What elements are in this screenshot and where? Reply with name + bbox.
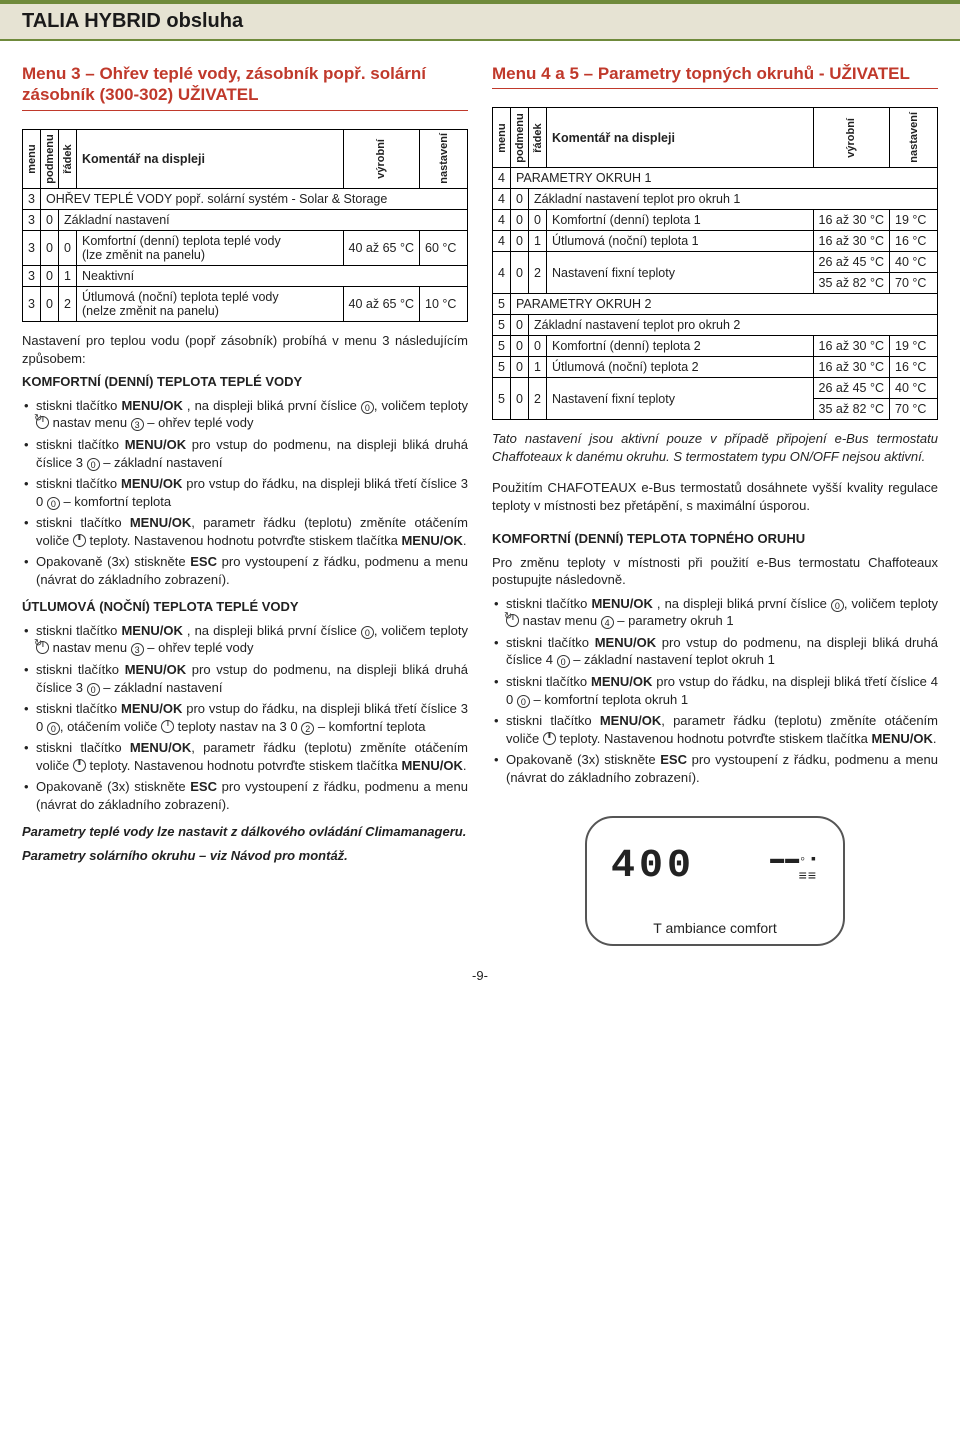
- table-row: 3 0 Základní nastavení: [23, 210, 468, 231]
- footer-note: Parametry solárního okruhu – viz Návod p…: [22, 847, 468, 865]
- col-vyrobni: výrobní: [343, 129, 419, 189]
- list-item: Opakovaně (3x) stiskněte ESC pro vystoup…: [22, 778, 468, 813]
- right-section-title: Menu 4 a 5 – Parametry topných okruhů - …: [492, 63, 938, 89]
- left-column: Menu 3 – Ohřev teplé vody, zásobník popř…: [22, 53, 468, 946]
- page-body: Menu 3 – Ohřev teplé vody, zásobník popř…: [0, 53, 960, 946]
- col-menu: menu: [23, 129, 41, 189]
- table-row: 4 0 Základní nastavení teplot pro okruh …: [493, 189, 938, 210]
- boiler-display-illustration: 400 ▬▬◦ ▪ ≡≡ T ambiance comfort: [585, 816, 845, 946]
- italic-note: Tato nastavení jsou aktivní pouze v příp…: [492, 431, 938, 464]
- col-podmenu: podmenu: [41, 129, 59, 189]
- list-item: stiskni tlačítko MENU/OK, parametr řádku…: [22, 514, 468, 549]
- display-label: T ambiance comfort: [587, 920, 843, 936]
- para: Pro změnu teploty v místnosti při použit…: [492, 554, 938, 589]
- list-item: stiskni tlačítko MENU/OK , na displeji b…: [492, 595, 938, 630]
- list-item: stiskni tlačítko MENU/OK pro vstup do řá…: [492, 673, 938, 708]
- list-item: Opakovaně (3x) stiskněte ESC pro vystoup…: [22, 553, 468, 588]
- col-comment: Komentář na displeji: [547, 108, 814, 168]
- table-row: 4 0 0 Komfortní (denní) teplota 1 16 až …: [493, 210, 938, 231]
- col-comment: Komentář na displeji: [77, 129, 344, 189]
- list-item: stiskni tlačítko MENU/OK, parametr řádku…: [492, 712, 938, 747]
- col-nastaveni: nastavení: [890, 108, 938, 168]
- list-item: stiskni tlačítko MENU/OK, parametr řádku…: [22, 739, 468, 774]
- subheading-komfortni-okruh: KOMFORTNÍ (DENNÍ) TEPLOTA TOPNÉHO ORUHU: [492, 530, 938, 548]
- col-podmenu: podmenu: [511, 108, 529, 168]
- list-item: stiskni tlačítko MENU/OK pro vstup do po…: [22, 436, 468, 471]
- col-radek: řádek: [529, 108, 547, 168]
- col-radek: řádek: [59, 129, 77, 189]
- para: Použitím CHAFOTEAUX e-Bus termostatů dos…: [492, 479, 938, 514]
- list-item: stiskni tlačítko MENU/OK , na displeji b…: [22, 397, 468, 432]
- table-row: 3 0 1 Neaktivní: [23, 266, 468, 287]
- col-vyrobni: výrobní: [813, 108, 889, 168]
- table-row: 5 0 Základní nastavení teplot pro okruh …: [493, 315, 938, 336]
- right-body-text: Tato nastavení jsou aktivní pouze v příp…: [492, 430, 938, 786]
- procedure-list: stiskni tlačítko MENU/OK , na displeji b…: [22, 622, 468, 813]
- procedure-list: stiskni tlačítko MENU/OK , na displeji b…: [492, 595, 938, 786]
- table-row: 4 0 2 Nastavení fixní teploty 26 až 45 °…: [493, 252, 938, 273]
- display-value: 400: [611, 844, 695, 889]
- col-menu: menu: [493, 108, 511, 168]
- para: Nastavení pro teplou vodu (popř zásobník…: [22, 332, 468, 367]
- display-icons: ▬▬◦ ▪ ≡≡: [770, 850, 817, 884]
- right-param-table: menu podmenu řádek Komentář na displeji …: [492, 107, 938, 420]
- subheading-utlumova: ÚTLUMOVÁ (NOČNÍ) TEPLOTA TEPLÉ VODY: [22, 598, 468, 616]
- table-row: 5 0 0 Komfortní (denní) teplota 2 16 až …: [493, 336, 938, 357]
- list-item: stiskni tlačítko MENU/OK pro vstup do řá…: [22, 475, 468, 510]
- footer-note: Parametry teplé vody lze nastavit z dálk…: [22, 823, 468, 841]
- table-row: 4 PARAMETRY OKRUH 1: [493, 168, 938, 189]
- subheading-komfortni: KOMFORTNÍ (DENNÍ) TEPLOTA TEPLÉ VODY: [22, 373, 468, 391]
- right-column: Menu 4 a 5 – Parametry topných okruhů - …: [492, 53, 938, 946]
- left-section-title: Menu 3 – Ohřev teplé vody, zásobník popř…: [22, 63, 468, 111]
- left-param-table: menu podmenu řádek Komentář na displeji …: [22, 129, 468, 323]
- table-row: 3 0 0 Komfortní (denní) teplota teplé vo…: [23, 231, 468, 266]
- left-body-text: Nastavení pro teplou vodu (popř zásobník…: [22, 332, 468, 864]
- page-header: TALIA HYBRID obsluha: [0, 0, 960, 41]
- page-number: -9-: [0, 968, 960, 983]
- table-row: 5 0 1 Útlumová (noční) teplota 2 16 až 3…: [493, 357, 938, 378]
- table-row: 5 0 2 Nastavení fixní teploty 26 až 45 °…: [493, 378, 938, 399]
- list-item: stiskni tlačítko MENU/OK , na displeji b…: [22, 622, 468, 657]
- table-row: 3 0 2 Útlumová (noční) teplota teplé vod…: [23, 287, 468, 322]
- procedure-list: stiskni tlačítko MENU/OK , na displeji b…: [22, 397, 468, 588]
- table-row: 5 PARAMETRY OKRUH 2: [493, 294, 938, 315]
- table-row: 4 0 1 Útlumová (noční) teplota 1 16 až 3…: [493, 231, 938, 252]
- list-item: Opakovaně (3x) stiskněte ESC pro vystoup…: [492, 751, 938, 786]
- table-row: 3 OHŘEV TEPLÉ VODY popř. solární systém …: [23, 189, 468, 210]
- list-item: stiskni tlačítko MENU/OK pro vstup do po…: [492, 634, 938, 669]
- col-nastaveni: nastavení: [420, 129, 468, 189]
- list-item: stiskni tlačítko MENU/OK pro vstup do řá…: [22, 700, 468, 735]
- list-item: stiskni tlačítko MENU/OK pro vstup do po…: [22, 661, 468, 696]
